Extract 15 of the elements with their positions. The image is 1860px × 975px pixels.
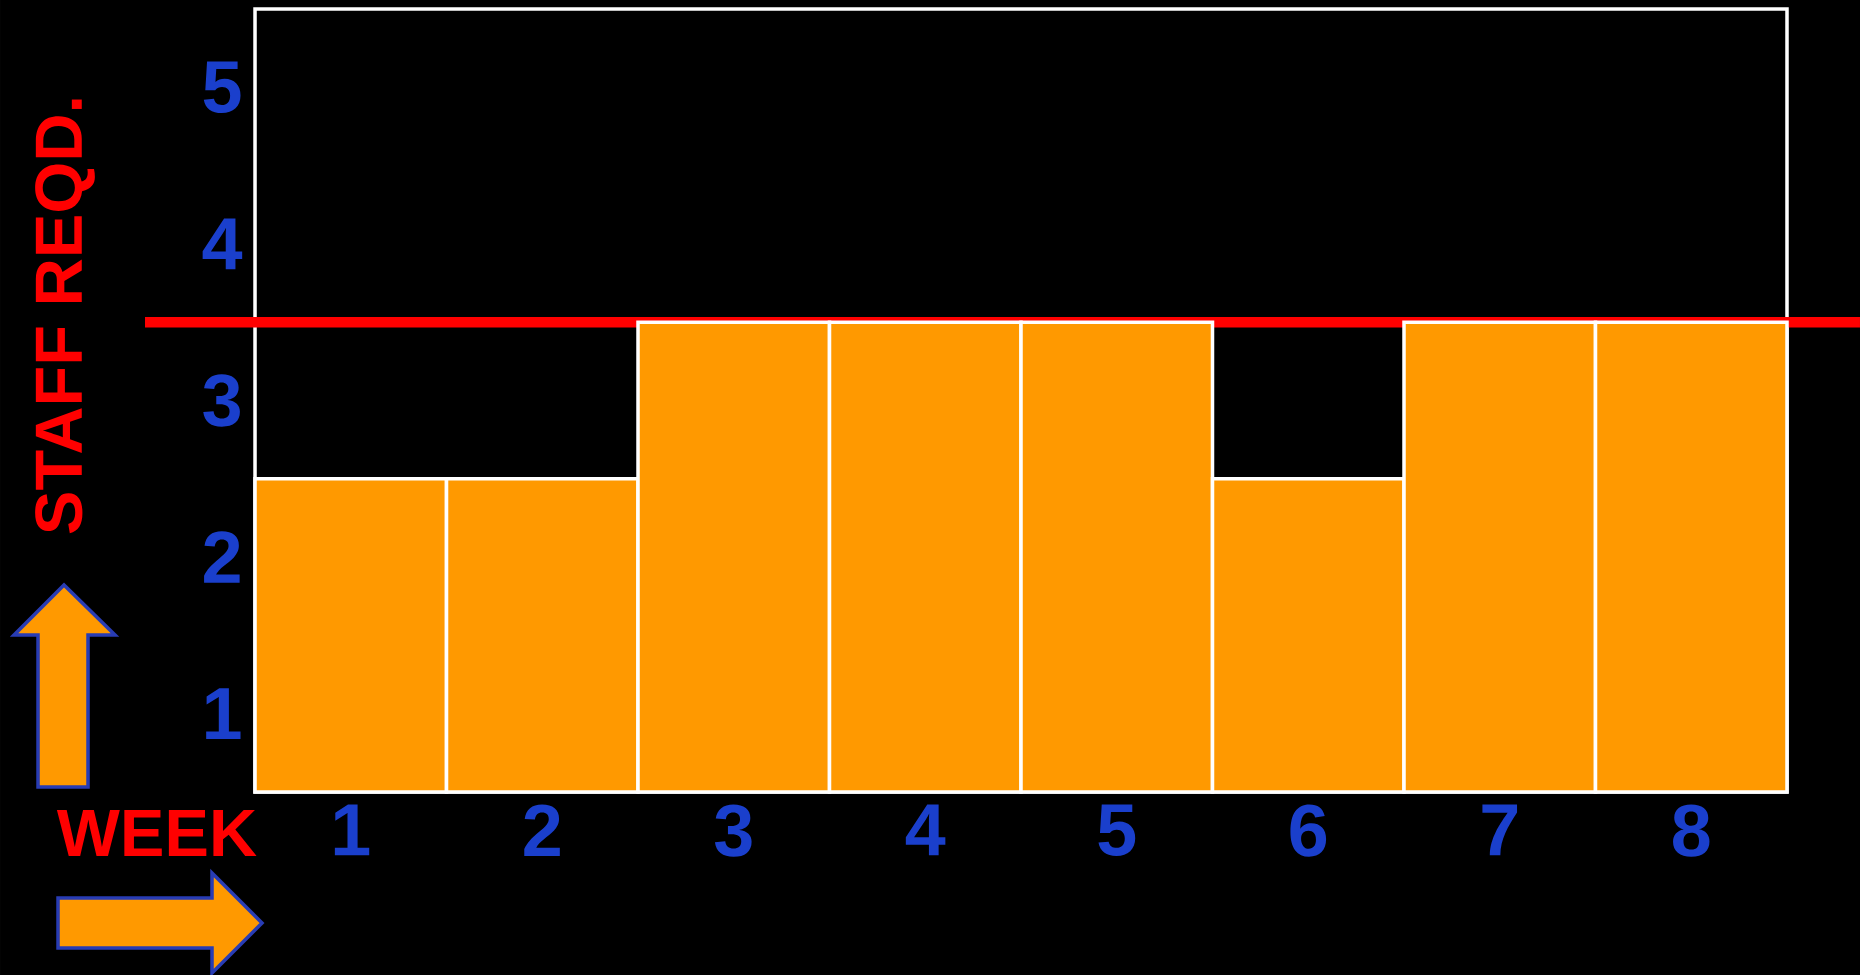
y-tick-label: 4 (202, 218, 243, 270)
y-tick-label: 5 (203, 61, 241, 114)
y-axis-title: STAFF REQD. (35, 99, 95, 534)
x-tick-label: 4 (905, 804, 946, 856)
y-tick-label: 1 (206, 688, 241, 740)
x-tick-label: 5 (1098, 804, 1136, 856)
y-tick-label: 3 (203, 374, 240, 427)
x-tick-label: 8 (1673, 804, 1710, 857)
x-tick-label: 6 (1290, 804, 1327, 857)
x-tick-label: 7 (1482, 804, 1518, 856)
x-tick-label: 1 (334, 804, 370, 856)
y-tick-label: 2 (204, 531, 240, 583)
x-tick-label: 2 (524, 804, 560, 856)
x-axis-title: WEEK (56, 810, 257, 856)
x-tick-label: 3 (714, 804, 752, 857)
